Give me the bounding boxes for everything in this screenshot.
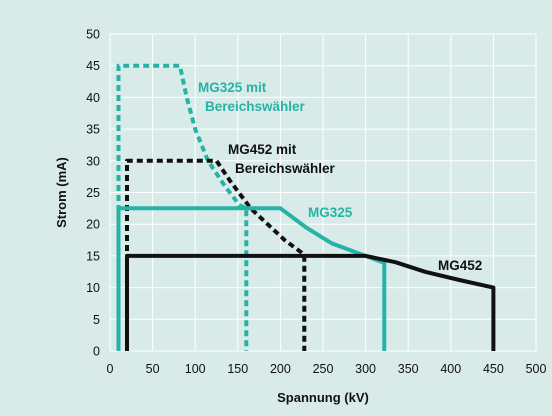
y-tick-label: 30 [86, 154, 100, 168]
y-tick-label: 5 [93, 313, 100, 327]
x-tick-label: 50 [146, 362, 160, 376]
y-tick-label: 35 [86, 123, 100, 137]
y-axis-title: Strom (mA) [54, 157, 69, 228]
y-tick-label: 25 [86, 186, 100, 200]
series-label: Bereichswähler [205, 99, 306, 114]
x-tick-label: 450 [483, 362, 504, 376]
x-tick-label: 250 [313, 362, 334, 376]
y-tick-label: 50 [86, 28, 100, 42]
x-tick-label: 300 [355, 362, 376, 376]
x-tick-label: 400 [440, 362, 461, 376]
series-line-mg452 [125, 253, 496, 351]
y-tick-label: 0 [93, 345, 100, 359]
y-tick-label: 15 [86, 249, 100, 263]
x-tick-label: 150 [227, 362, 248, 376]
y-tick-label: 40 [86, 91, 100, 105]
y-tick-label: 20 [86, 218, 100, 232]
x-tick-label: 200 [270, 362, 291, 376]
series-group [116, 63, 496, 351]
tick-labels: 0 50 100 150 200 250 300 350 400 450 500 0 5 10 15 20 25… [86, 28, 546, 377]
series-label: MG325 mit [198, 80, 267, 95]
series-label: MG452 mit [228, 142, 297, 157]
grid [109, 33, 537, 352]
series-label: Bereichswähler [235, 161, 336, 176]
x-tick-label: 100 [185, 362, 206, 376]
series-line-mg325 [116, 206, 387, 351]
series-label: MG452 [438, 258, 482, 273]
y-tick-label: 10 [86, 281, 100, 295]
x-tick-label: 500 [526, 362, 547, 376]
series-line-mg452-mit-bereichsw-hler [125, 158, 307, 351]
y-tick-label: 45 [86, 59, 100, 73]
x-tick-label: 350 [398, 362, 419, 376]
series-label: MG325 [308, 205, 353, 220]
x-axis-title: Spannung (kV) [277, 390, 369, 405]
x-tick-label: 0 [107, 362, 114, 376]
series-labels: MG325 mit Bereichswähler MG452 mit Bereichs… [198, 80, 482, 273]
